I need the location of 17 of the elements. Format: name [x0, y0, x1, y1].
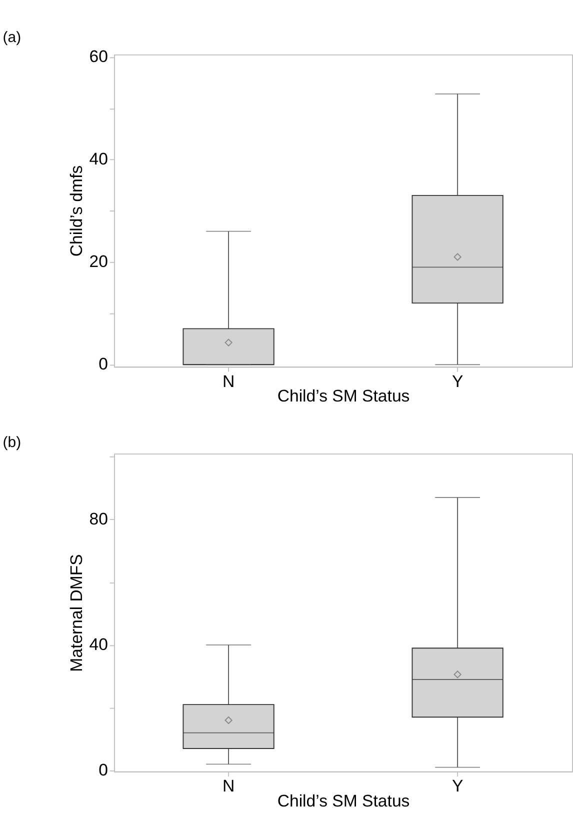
x-tick-label: N [222, 776, 235, 796]
y-tick-label: 0 [98, 354, 108, 374]
x-tick-label: Y [452, 372, 464, 391]
y-tick-label: 60 [89, 47, 108, 66]
x-tick-label: N [222, 372, 235, 391]
chart-title: (b) [2, 434, 22, 452]
chart-title: (a) [2, 29, 22, 46]
y-tick-label: 20 [89, 252, 108, 272]
y-tick-label: 40 [89, 635, 108, 654]
y-axis-title: Maternal DMFS [66, 554, 86, 672]
y-tick-label: 0 [98, 760, 108, 780]
x-tick-label: Y [452, 776, 464, 796]
y-axis-title: Child’s dmfs [66, 165, 86, 257]
y-tick-label: 40 [89, 150, 108, 169]
x-axis-title: Child’s SM Status [277, 386, 410, 406]
x-axis-title: Child’s SM Status [277, 791, 410, 810]
y-tick-label: 80 [89, 510, 108, 529]
